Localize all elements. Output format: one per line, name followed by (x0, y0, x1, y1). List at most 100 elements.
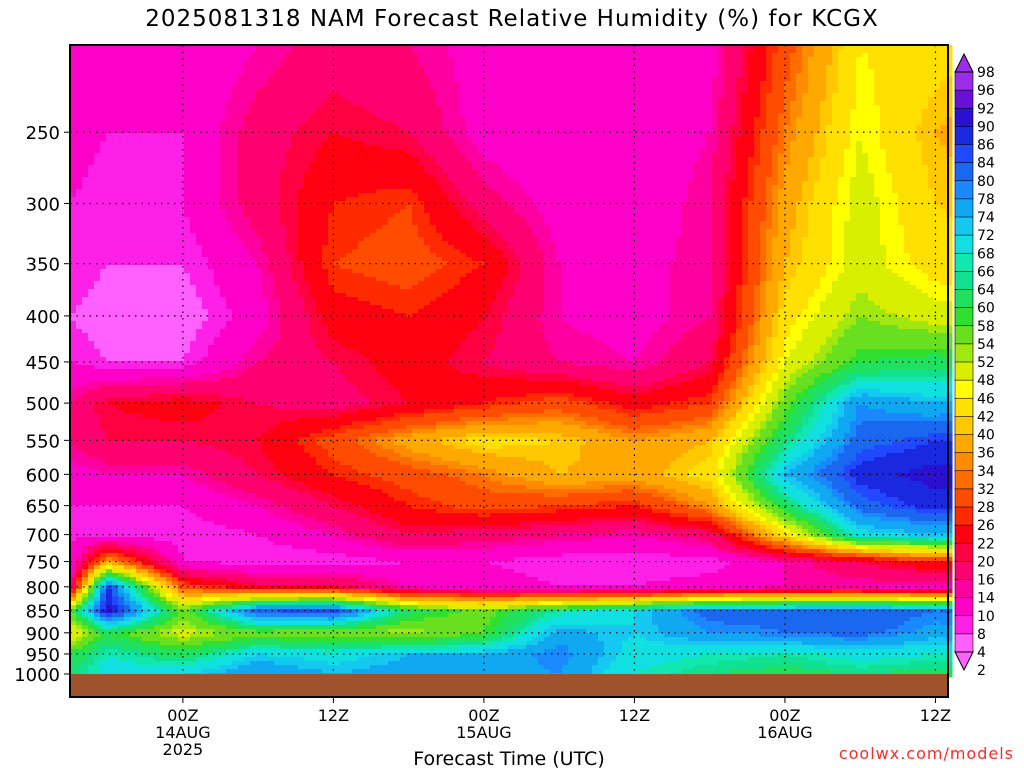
heatmap-cell (130, 165, 137, 170)
heatmap-cell (178, 89, 185, 94)
heatmap-cell (490, 69, 497, 74)
heatmap-cell (538, 141, 545, 146)
heatmap-cell (778, 113, 785, 118)
heatmap-cell (850, 57, 857, 62)
heatmap-cell (802, 93, 809, 98)
heatmap-cell (808, 149, 815, 154)
heatmap-cell (664, 57, 671, 62)
heatmap-cell (322, 93, 329, 98)
heatmap-cell (676, 101, 683, 106)
heatmap-cell (772, 93, 779, 98)
heatmap-cell (484, 73, 491, 78)
heatmap-cell (832, 169, 839, 174)
heatmap-cell (328, 73, 335, 78)
heatmap-cell (640, 157, 647, 162)
heatmap-cell (238, 77, 245, 82)
heatmap-cell (946, 149, 953, 154)
heatmap-cell (292, 169, 299, 174)
heatmap-cell (568, 129, 575, 134)
heatmap-cell (868, 161, 875, 166)
heatmap-cell (112, 109, 119, 114)
heatmap-cell (802, 149, 809, 154)
heatmap-cell (622, 73, 629, 78)
heatmap-cell (550, 53, 557, 58)
heatmap-cell (220, 65, 227, 70)
heatmap-cell (814, 177, 821, 182)
heatmap-cell (220, 169, 227, 174)
heatmap-cell (766, 113, 773, 118)
heatmap-cell (172, 141, 179, 146)
heatmap-cell (520, 109, 527, 114)
heatmap-cell (496, 141, 503, 146)
heatmap-cell (550, 169, 557, 174)
heatmap-cell (586, 93, 593, 98)
heatmap-cell (646, 141, 653, 146)
heatmap-cell (862, 129, 869, 134)
heatmap-cell (508, 85, 515, 90)
heatmap-cell (460, 93, 467, 98)
heatmap-cell (196, 165, 203, 170)
heatmap-cell (514, 177, 521, 182)
heatmap-cell (706, 49, 713, 54)
heatmap-cell (334, 53, 341, 58)
heatmap-cell (226, 81, 233, 86)
heatmap-cell (910, 157, 917, 162)
heatmap-cell (178, 141, 185, 146)
heatmap-cell (400, 117, 407, 122)
heatmap-cell (898, 85, 905, 90)
heatmap-cell (502, 177, 509, 182)
heatmap-cell (400, 49, 407, 54)
heatmap-cell (166, 81, 173, 86)
heatmap-cell (316, 105, 323, 110)
heatmap-cell (568, 57, 575, 62)
heatmap-cell (772, 89, 779, 94)
heatmap-cell (808, 93, 815, 98)
heatmap-cell (430, 113, 437, 118)
heatmap-cell (502, 149, 509, 154)
heatmap-cell (646, 125, 653, 130)
heatmap-cell (550, 129, 557, 134)
heatmap-cell (844, 85, 851, 90)
heatmap-cell (772, 173, 779, 178)
heatmap-cell (514, 97, 521, 102)
heatmap-cell (724, 73, 731, 78)
heatmap-cell (730, 97, 737, 102)
heatmap-cell (268, 77, 275, 82)
heatmap-cell (100, 169, 107, 174)
heatmap-cell (112, 169, 119, 174)
heatmap-cell (790, 145, 797, 150)
heatmap-cell (694, 65, 701, 70)
heatmap-cell (376, 93, 383, 98)
heatmap-cell (148, 49, 155, 54)
heatmap-cell (838, 177, 845, 182)
heatmap-cell (448, 53, 455, 58)
heatmap-cell (706, 105, 713, 110)
heatmap-cell (646, 165, 653, 170)
heatmap-cell (580, 157, 587, 162)
heatmap-cell (724, 121, 731, 126)
heatmap-cell (496, 129, 503, 134)
heatmap-cell (268, 69, 275, 74)
heatmap-cell (82, 141, 89, 146)
heatmap-cell (688, 57, 695, 62)
heatmap-cell (682, 165, 689, 170)
heatmap-cell (508, 141, 515, 146)
heatmap-cell (670, 169, 677, 174)
heatmap-cell (370, 53, 377, 58)
heatmap-cell (202, 65, 209, 70)
heatmap-cell (454, 109, 461, 114)
heatmap-cell (370, 73, 377, 78)
heatmap-cell (460, 73, 467, 78)
heatmap-cell (382, 81, 389, 86)
heatmap-cell (418, 117, 425, 122)
heatmap-cell (910, 177, 917, 182)
heatmap-cell (532, 109, 539, 114)
heatmap-cell (94, 61, 101, 66)
heatmap-cell (352, 77, 359, 82)
heatmap-cell (352, 165, 359, 170)
heatmap-cell (574, 129, 581, 134)
heatmap-cell (394, 137, 401, 142)
heatmap-cell (904, 65, 911, 70)
heatmap-cell (124, 141, 131, 146)
